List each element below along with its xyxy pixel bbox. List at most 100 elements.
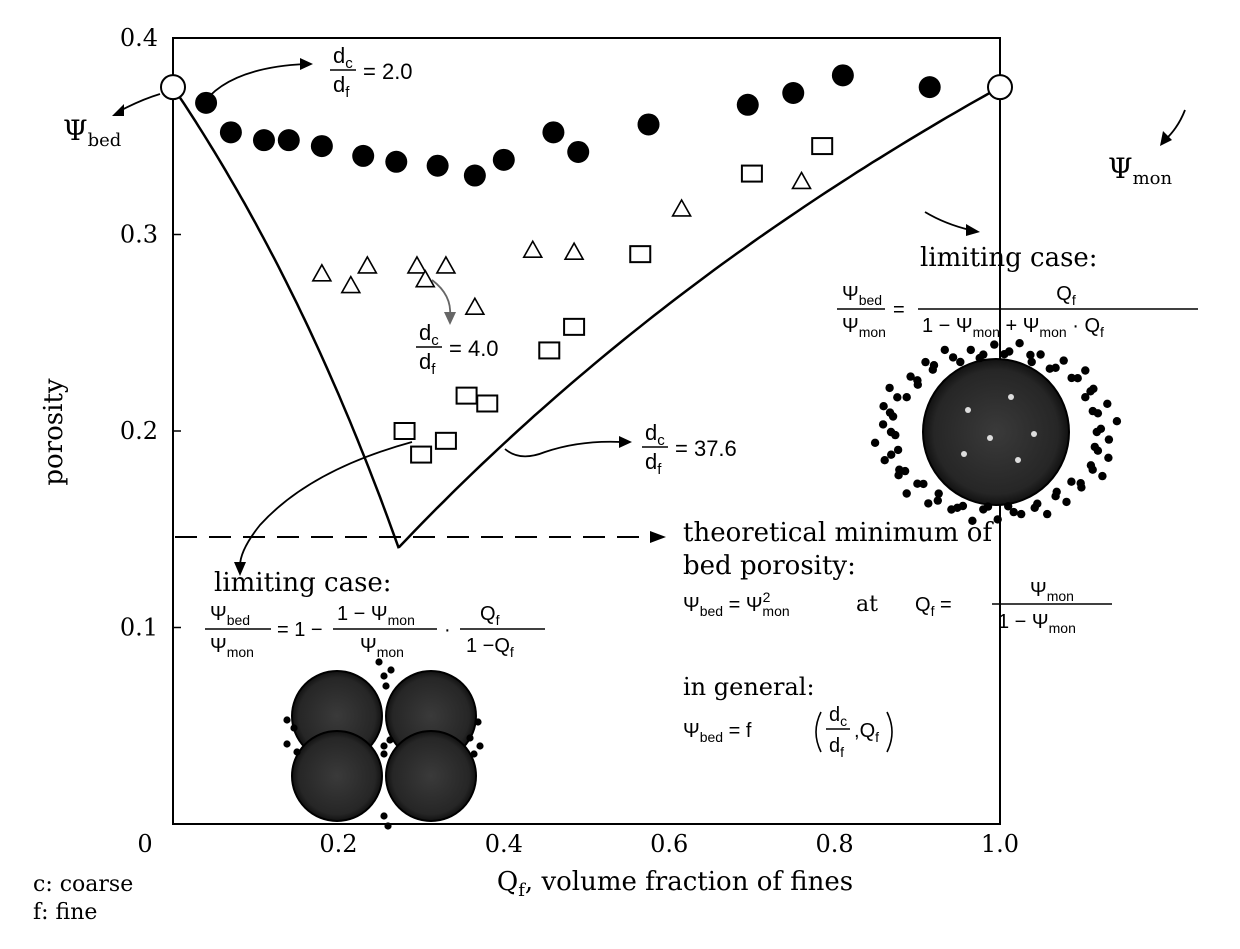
fine-particle xyxy=(894,471,903,480)
data-markers xyxy=(195,64,941,464)
svg-text:df: df xyxy=(333,72,350,101)
point-open-triangle xyxy=(563,241,585,260)
fine-particle xyxy=(947,505,956,514)
fine-particle xyxy=(1081,393,1090,402)
fine-particle xyxy=(933,496,942,505)
fine-particle xyxy=(1052,487,1061,496)
fine-particle xyxy=(384,822,392,830)
svg-text:at: at xyxy=(856,592,878,617)
svg-text:df: df xyxy=(645,449,662,478)
ratio-4-arrowhead xyxy=(444,312,456,325)
point-filled-circle xyxy=(463,164,486,187)
psi-mon-arrow xyxy=(1164,109,1186,141)
svg-text:,Qf: ,Qf xyxy=(854,720,879,745)
fine-particle xyxy=(1081,366,1090,375)
fine-particle xyxy=(1017,509,1026,519)
svg-text:= 2.0: = 2.0 xyxy=(363,59,413,84)
fine-particle xyxy=(1036,350,1045,359)
svg-text:df: df xyxy=(829,735,844,760)
fine-particle xyxy=(1073,374,1082,383)
fine-particle xyxy=(1000,350,1009,359)
fine-particle xyxy=(1090,442,1100,452)
y-tick-label: 0.4 xyxy=(120,24,158,52)
fine-particle xyxy=(283,740,291,748)
ratio-37-6-arrowhead xyxy=(619,436,632,448)
fine-particle xyxy=(1104,453,1113,462)
point-filled-circle xyxy=(492,148,515,171)
point-open-square xyxy=(629,245,652,264)
fine-particle xyxy=(1076,479,1085,488)
highlight xyxy=(1008,394,1014,400)
svg-text:Ψbed = f: Ψbed = f xyxy=(683,720,752,745)
fine-particle xyxy=(380,812,388,820)
theoretical-minimum-line1: theoretical minimum of xyxy=(683,518,994,548)
svg-text:=: = xyxy=(893,299,905,321)
fine-particle xyxy=(1086,461,1096,470)
svg-text:dc: dc xyxy=(333,43,353,72)
limiting-curve-fine xyxy=(397,86,1001,549)
x-tick-label: 0.2 xyxy=(319,830,357,858)
svg-text:1 − Ψmon: 1 − Ψmon xyxy=(998,611,1076,636)
point-filled-circle xyxy=(542,121,565,144)
point-open-triangle xyxy=(340,274,362,294)
svg-text:dc: dc xyxy=(829,704,847,729)
psi-bed-arrow xyxy=(117,93,161,113)
point-filled-circle xyxy=(782,82,805,105)
fine-particle xyxy=(466,734,474,742)
fine-particle xyxy=(968,516,977,525)
fine-particle xyxy=(880,456,889,465)
svg-text:= 37.6: = 37.6 xyxy=(675,436,737,461)
limiting-case-right-arrowhead xyxy=(966,224,980,236)
svg-text:Ψmon: Ψmon xyxy=(1030,579,1074,604)
point-open-triangle xyxy=(406,255,428,274)
fine-particle xyxy=(940,345,949,355)
ratio-2-arrowhead xyxy=(300,58,313,70)
fine-particle xyxy=(893,393,902,402)
highlight xyxy=(1031,431,1037,437)
svg-text:1 − Ψmon: 1 − Ψmon xyxy=(337,603,415,628)
in-general-title: in general: xyxy=(683,673,815,701)
fine-particle xyxy=(885,383,894,393)
point-open-square xyxy=(811,137,834,156)
fine-particle xyxy=(1104,435,1114,444)
fine-particle xyxy=(983,502,993,511)
fine-particle xyxy=(1088,406,1098,416)
fine-particle xyxy=(975,353,984,363)
fine-particle xyxy=(1026,350,1035,360)
endpoint-psi-bed xyxy=(160,74,186,101)
fine-particle xyxy=(474,718,482,726)
point-open-triangle xyxy=(522,239,544,259)
point-filled-circle xyxy=(277,129,300,152)
limiting-curve-coarse xyxy=(171,86,400,549)
ratio-label-2: dc df = 2.0 xyxy=(330,43,413,101)
point-filled-circle xyxy=(831,64,854,87)
point-filled-circle xyxy=(352,144,375,167)
x-tick-label: 0.6 xyxy=(650,830,688,858)
in-general-formula: Ψbed = f dc df ,Qf xyxy=(683,704,893,760)
fine-particle xyxy=(993,515,1002,524)
fine-particle xyxy=(1098,471,1107,481)
fine-particle xyxy=(958,501,968,511)
psi-bed-label: Ψbed xyxy=(63,114,121,151)
fine-particle xyxy=(902,489,911,498)
fine-particle xyxy=(990,340,999,349)
point-open-triangle xyxy=(464,296,486,316)
highlight xyxy=(961,451,967,457)
fine-particle xyxy=(290,724,298,732)
fine-particle xyxy=(913,380,922,389)
point-filled-circle xyxy=(385,150,408,173)
fine-particle xyxy=(1004,502,1013,511)
theoretical-minimum-line2: bed porosity: xyxy=(683,551,856,581)
svg-text:Ψmon: Ψmon xyxy=(210,635,254,660)
point-filled-circle xyxy=(219,121,242,144)
fine-particle xyxy=(1103,399,1112,408)
x-tick-label: 0.8 xyxy=(816,830,854,858)
fine-particle xyxy=(293,748,301,756)
limiting-case-left-arrowhead xyxy=(234,562,246,576)
note-coarse: c: coarse xyxy=(33,872,133,897)
fine-particle xyxy=(380,742,388,750)
svg-text:Ψmon: Ψmon xyxy=(842,315,886,340)
point-open-triangle xyxy=(791,170,812,190)
svg-text:1 −Qf: 1 −Qf xyxy=(466,635,514,660)
